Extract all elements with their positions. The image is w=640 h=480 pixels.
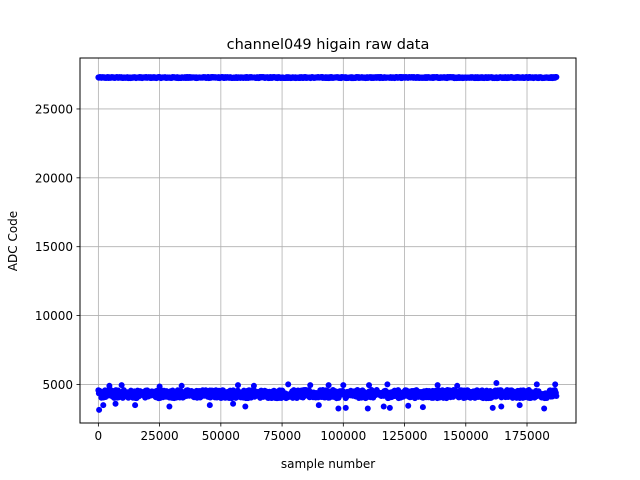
y-tick-label: 10000 [35,309,73,323]
data-point [498,403,505,410]
data-points [95,74,560,413]
y-tick-label: 5000 [42,378,73,392]
data-point [178,382,185,389]
data-point [380,403,387,410]
chart-title: channel049 higain raw data [227,37,430,53]
data-point [340,382,347,389]
data-point [206,402,213,409]
data-point [112,400,119,407]
data-point [166,403,173,410]
y-tick-label: 25000 [35,102,73,116]
data-point [552,381,559,388]
x-tick-label: 75000 [263,429,301,443]
data-point [285,381,292,388]
data-point [100,402,107,409]
data-point [335,405,342,412]
data-point [242,403,249,410]
data-point [230,400,237,407]
data-point [106,382,113,389]
data-point [386,404,393,411]
data-point [533,381,540,388]
x-tick-label: 0 [95,429,103,443]
x-tick-label: 100000 [320,429,366,443]
data-point [405,402,412,409]
data-point [553,393,560,400]
grid [80,58,576,423]
data-point [156,383,163,390]
data-point [366,382,373,389]
data-point [342,404,349,411]
x-axis-label: sample number [281,457,375,471]
y-axis-label: ADC Code [6,211,20,271]
data-point [315,402,322,409]
data-point [454,382,461,389]
x-tick-label: 25000 [141,429,179,443]
data-point [307,382,314,389]
data-point [516,402,523,409]
data-point [541,405,548,412]
data-point [118,382,125,389]
data-point [434,382,441,389]
x-tick-label: 50000 [202,429,240,443]
y-tick-label: 20000 [35,171,73,185]
data-point [493,380,500,387]
y-tick-label: 15000 [35,240,73,254]
data-point [325,382,332,389]
x-tick-label: 175000 [504,429,550,443]
data-point [553,74,560,81]
data-point [132,402,139,409]
data-point [234,382,241,389]
x-tick-label: 150000 [443,429,489,443]
plot-frame [79,57,577,424]
ticks: 0 25000 50000 75000 100000 125000 150000 175000… [35,102,550,443]
data-point [419,404,426,411]
x-tick-label: 125000 [382,429,428,443]
data-point [250,382,257,389]
data-point [384,381,391,388]
data-point [96,406,103,413]
data-point [489,404,496,411]
data-point [364,405,371,412]
